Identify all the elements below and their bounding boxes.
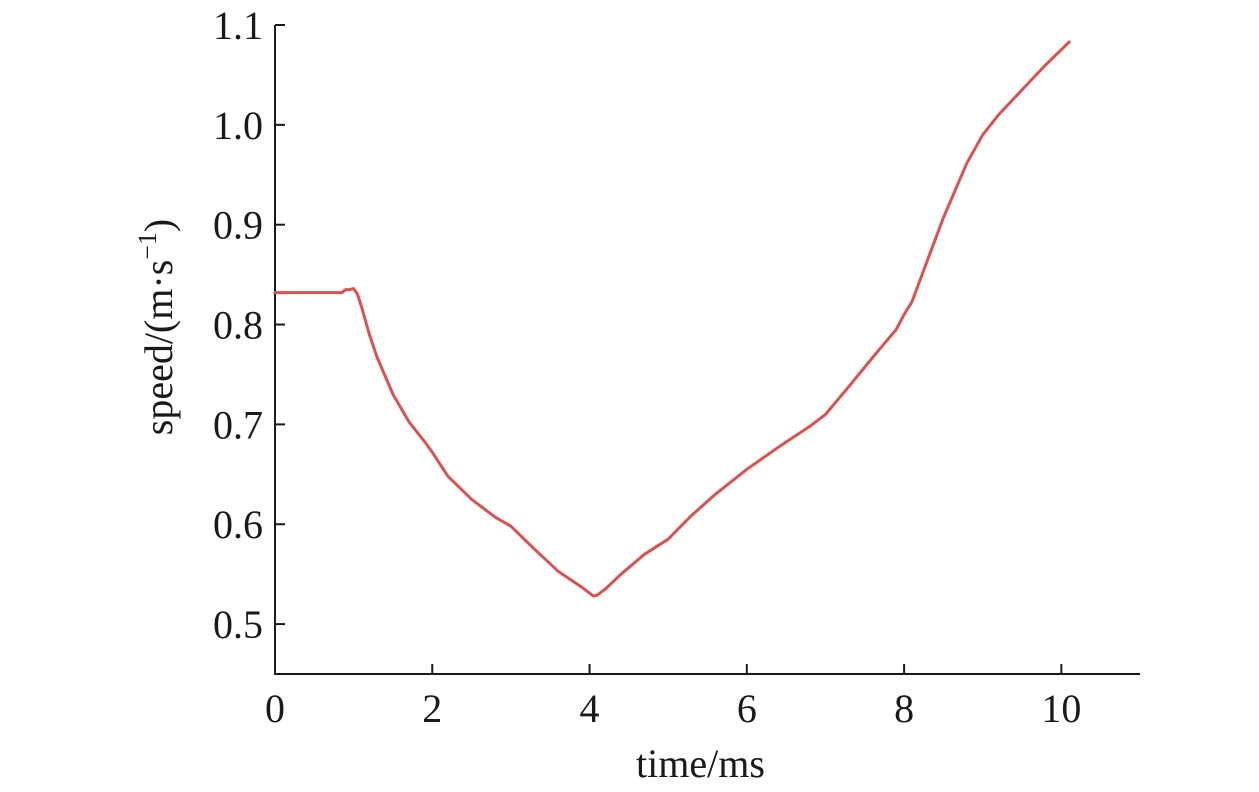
y-tick-label: 0.6 (213, 502, 263, 547)
x-tick-label: 0 (265, 686, 285, 731)
y-axis-ticks: 0.5 0.6 0.7 0.8 0.9 1.0 1.1 (213, 3, 285, 647)
x-tick-label: 4 (580, 686, 600, 731)
x-tick-label: 2 (422, 686, 442, 731)
x-tick-label: 10 (1041, 686, 1081, 731)
x-axis-title: time/ms (636, 741, 765, 786)
y-tick-label: 1.0 (213, 103, 263, 148)
y-tick-label: 1.1 (213, 3, 263, 48)
series-group (273, 40, 1071, 598)
y-axis-title: speed/(m·s−1) (133, 219, 181, 436)
y-tick-label: 0.8 (213, 303, 263, 348)
y-axis-title-superscript: −1 (133, 232, 162, 260)
y-tick-label: 0.7 (213, 402, 263, 447)
x-axis-ticks: 0 2 4 6 8 10 (265, 664, 1081, 731)
series-line (273, 40, 1071, 598)
y-axis-title-close: ) (136, 219, 181, 232)
x-tick-label: 8 (894, 686, 914, 731)
x-tick-label: 6 (737, 686, 757, 731)
axis-frame (274, 25, 1140, 675)
y-tick-label: 0.5 (213, 602, 263, 647)
y-tick-label: 0.9 (213, 203, 263, 248)
y-axis-title-main: speed/(m·s (136, 260, 181, 436)
